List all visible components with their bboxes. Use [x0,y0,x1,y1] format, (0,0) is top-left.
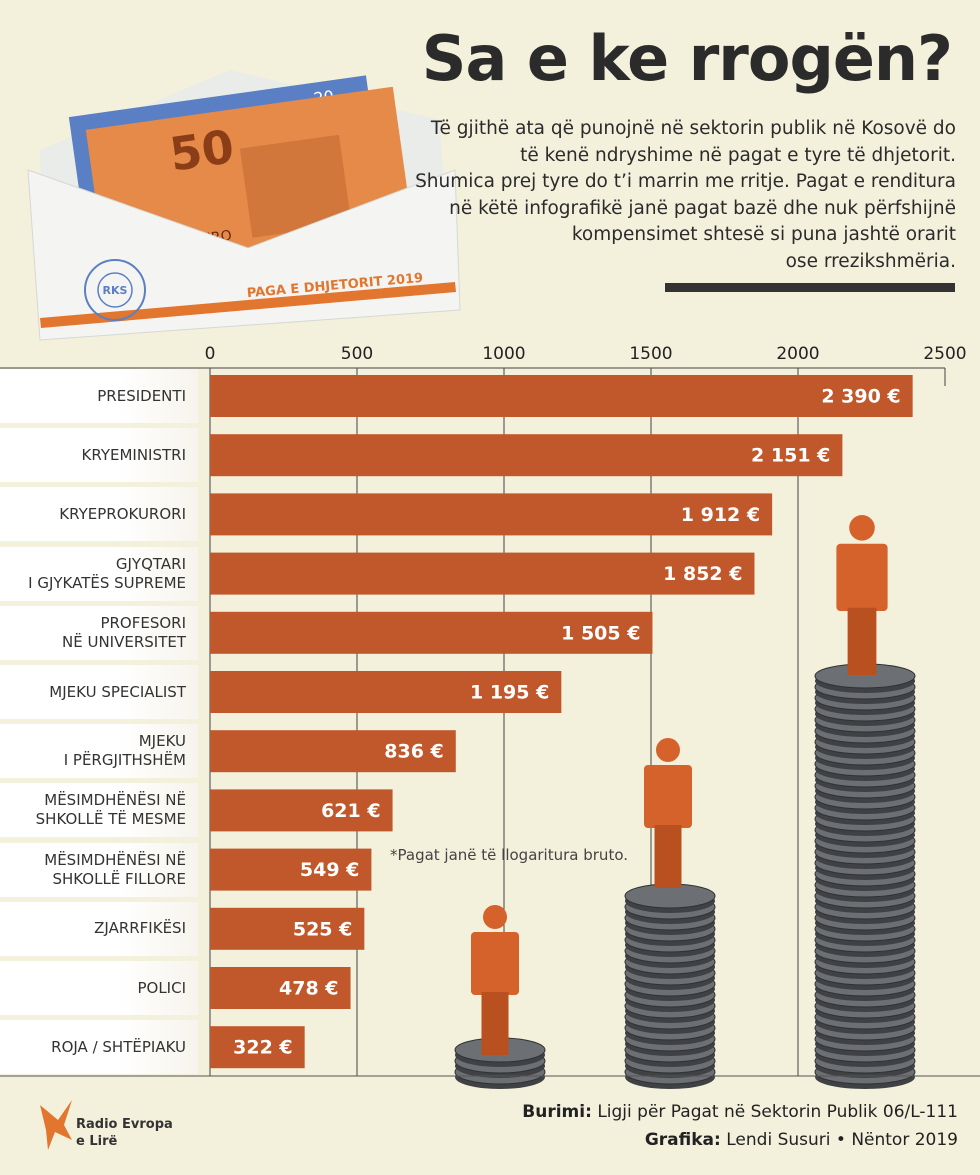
bar [210,493,773,536]
x-tick-label: 0 [205,344,216,364]
stamp-text: RKS [103,284,128,297]
title: Sa e ke rrogën? [421,22,953,95]
figure-head [656,738,680,762]
value-label: 2 390 € [821,386,900,408]
value-label: 549 € [300,859,360,881]
x-tick-label: 500 [341,344,373,364]
figure-legs [481,992,509,1055]
figure-body [471,932,519,995]
figure-legs [847,607,877,675]
source-text: Ligji për Pagat në Sektorin Publik 06/L-… [597,1102,958,1122]
category-label: MJEKU SPECIALIST [0,665,198,719]
logo-text: Radio Evropa e Lirë [76,1117,173,1149]
value-label: 2 151 € [751,445,830,467]
credit-text: Lendi Susuri • Nëntor 2019 [726,1130,958,1150]
bar [210,848,372,891]
category-label: POLICI [0,961,198,1015]
category-label: KRYEPROKURORI [0,487,198,542]
value-label: 1 912 € [681,504,760,526]
credit: Grafika: Lendi Susuri • Nëntor 2019 [645,1130,958,1150]
envelope-illustration: 20 50 EURO PAGA E DHJETORIT 2019 RKS [27,70,461,341]
x-tick-label: 1000 [482,344,525,364]
bar [210,552,755,595]
bar [210,611,653,654]
banknote-value: 50 [166,119,237,181]
category-label: ROJA / SHTËPIAKU [0,1020,198,1075]
value-label: 836 € [384,741,444,763]
bar [210,375,913,417]
category-label: MËSIMDHËNËSI NË SHKOLLË FILLORE [0,842,198,897]
value-label: 1 195 € [470,682,549,704]
x-tick-label: 2500 [923,344,966,364]
value-label: 1 505 € [561,622,640,644]
figure-legs [654,825,682,888]
category-label: MËSIMDHËNËSI NË SHKOLLË TË MESME [0,783,198,838]
category-label: PRESIDENTI [0,369,198,423]
x-tick-label: 1500 [629,344,672,364]
figure-head [849,515,875,541]
value-label: 322 € [233,1037,293,1059]
figure-head [483,905,507,929]
logo-mark [40,1100,72,1150]
category-label: ZJARRFIKËSI [0,901,198,956]
category-label: GJYQTARI I GJYKATËS SUPREME [0,546,198,601]
divider [665,283,955,292]
bar [210,671,562,713]
bar [210,789,393,832]
category-label: KRYEMINISTRI [0,428,198,483]
source-label: Burimi: [522,1102,592,1122]
value-label: 621 € [321,800,381,822]
figure-body [644,765,692,828]
figure-body [836,543,888,611]
description: Të gjithë ata që punojnë në sektorin pub… [415,118,956,272]
source: Burimi: Ligji për Pagat në Sektorin Publ… [522,1102,958,1122]
bar [210,907,365,950]
value-label: 1 852 € [663,563,742,585]
value-label: 525 € [293,918,353,940]
bar [210,730,456,773]
credit-label: Grafika: [644,1130,721,1150]
bar [210,434,843,477]
value-label: 478 € [279,978,339,1000]
category-label: MJEKU I PËRGJITHSHËM [0,724,198,779]
bar [210,1026,305,1069]
category-label: PROFESORI NË UNIVERSITET [0,605,198,660]
x-tick-label: 2000 [776,344,819,364]
note: *Pagat janë të llogaritura bruto. [390,846,629,864]
figures-illustration [454,515,916,1089]
bar [210,967,351,1009]
